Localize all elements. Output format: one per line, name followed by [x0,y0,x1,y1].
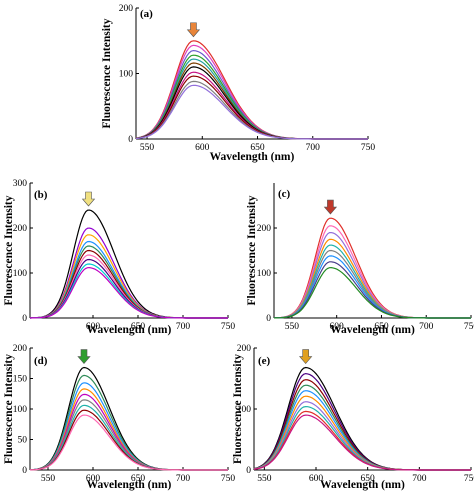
x-tick-label: 750 [221,322,236,332]
x-tick-label: 650 [250,143,265,153]
x-tick-label: 750 [361,143,376,153]
panel-label: (b) [34,189,48,201]
spectrum-curve [274,255,471,319]
down-arrow-icon [77,349,91,364]
y-tick-label: 150 [13,375,28,385]
x-tick-label: 550 [41,474,56,484]
x-tick-label: 600 [86,474,101,484]
panel-label: (a) [140,8,153,20]
x-tick-label: 750 [464,322,474,332]
y-axis-label: Fluorescence Intensity [232,354,244,464]
x-tick-label: 550 [257,474,272,484]
y-axis-label: Fluorescence Intensity [101,18,113,128]
y-tick-label: 100 [257,269,272,279]
spectrum-curve [274,266,471,319]
spectrum-curve [274,261,471,319]
chart-panel-3: 550 600 650 700 750 0 50 100 150 200 Wavelength (n… [3,344,235,491]
spectrum-curve [29,414,228,471]
x-axis-label: Wavelength (nm) [87,479,172,491]
y-axis-label: Fluorescence Intensity [3,195,15,305]
y-tick-label: 0 [246,466,251,476]
x-tick-label: 700 [176,322,191,332]
x-tick-label: 700 [412,474,427,484]
y-tick-label: 200 [13,344,28,354]
x-tick-label: 550 [140,143,155,153]
down-arrow-icon [186,22,201,38]
x-tick-label: 600 [330,322,345,332]
chart-panel-4: 550 600 650 700 750 0 100 200 Wavelength (nm) Flu… [232,344,474,491]
y-tick-label: 0 [266,314,271,324]
y-tick-label: 100 [119,70,134,80]
y-tick-label: 50 [18,436,28,446]
down-arrow-icon [299,349,313,364]
x-tick-label: 650 [131,322,146,332]
y-tick-label: 100 [13,269,28,279]
x-tick-label: 650 [131,474,146,484]
x-tick-label: 700 [419,322,434,332]
x-axis-label: Wavelength (nm) [87,324,172,336]
x-tick-label: 700 [176,474,191,484]
x-axis-label: Wavelength (nm) [210,151,295,163]
spectrum-curve [135,84,368,140]
down-arrow-icon [81,191,96,207]
y-tick-label: 100 [237,405,252,415]
x-tick-label: 550 [285,322,300,332]
spectrum-curve [253,414,471,471]
y-tick-label: 0 [22,466,27,476]
y-tick-label: 300 [13,179,28,189]
x-tick-label: 650 [361,474,376,484]
x-axis-label: Wavelength (nm) [330,324,415,336]
x-tick-label: 650 [374,322,389,332]
panel-label: (e) [258,355,271,367]
down-arrow-icon [323,199,338,215]
y-tick-label: 0 [128,135,133,145]
spectrum-curve [29,404,228,471]
y-tick-label: 0 [22,314,27,324]
chart-panel-0: 550 600 650 700 750 0 100 200 Wavelength (nm) Flu… [101,4,375,163]
x-tick-label: 600 [195,143,210,153]
x-tick-label: 750 [464,474,474,484]
spectrum-curve [29,399,228,471]
chart-panel-2: 550 600 650 700 750 0 100 200 Wavelength (nm) Flu… [246,183,474,336]
x-tick-label: 750 [221,474,236,484]
spectrum-curve [29,266,228,319]
x-tick-label: 600 [309,474,324,484]
y-tick-label: 100 [13,405,28,415]
y-tick-label: 200 [119,4,134,14]
y-tick-label: 200 [13,224,28,234]
chart-panel-1: 600 650 700 750 0 100 200 300 Wavelength (nm) Flu… [3,179,235,336]
panel-label: (c) [278,188,291,200]
y-axis-label: Fluorescence Intensity [3,354,15,464]
y-axis-label: Fluorescence Intensity [246,195,258,305]
x-axis-label: Wavelength (nm) [320,479,405,491]
y-tick-label: 200 [257,224,272,234]
x-tick-label: 600 [86,322,101,332]
panel-label: (d) [34,355,48,367]
x-tick-label: 700 [306,143,321,153]
y-tick-label: 200 [237,344,252,354]
